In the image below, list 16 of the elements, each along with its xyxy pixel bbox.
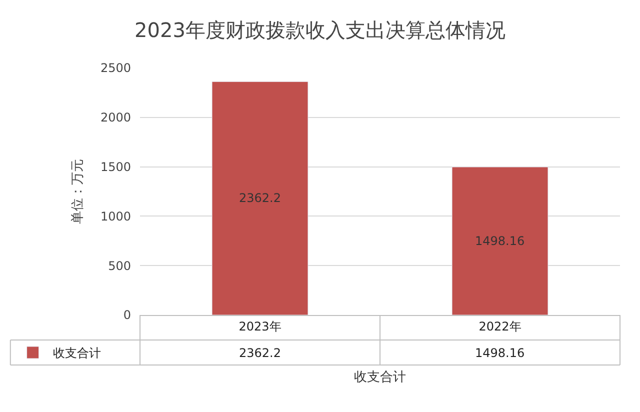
annotation: 1498.16	[475, 234, 525, 248]
x-axis-title: 收支合计	[354, 370, 406, 385]
chart-title: 2023年度财政拨款收入支出决算总体情况	[134, 18, 506, 42]
x-tick-label: 2023年	[238, 319, 282, 334]
y-axis-title: 单位：万元	[70, 159, 86, 224]
y-tick-label: 2500	[100, 61, 131, 76]
y-tick-label: 0	[123, 308, 131, 322]
y-tick-label: 1000	[100, 209, 131, 224]
legend-label: 收支合计	[52, 346, 101, 360]
y-tick-label: 500	[108, 258, 131, 273]
data-label: 2362.2	[239, 346, 281, 360]
y-tick-label: 2000	[100, 110, 131, 125]
annotation: 2362.2	[239, 191, 281, 205]
data-label: 1498.16	[475, 346, 525, 360]
x-tick-label: 2022年	[478, 319, 522, 334]
y-tick-label: 1500	[100, 160, 131, 174]
